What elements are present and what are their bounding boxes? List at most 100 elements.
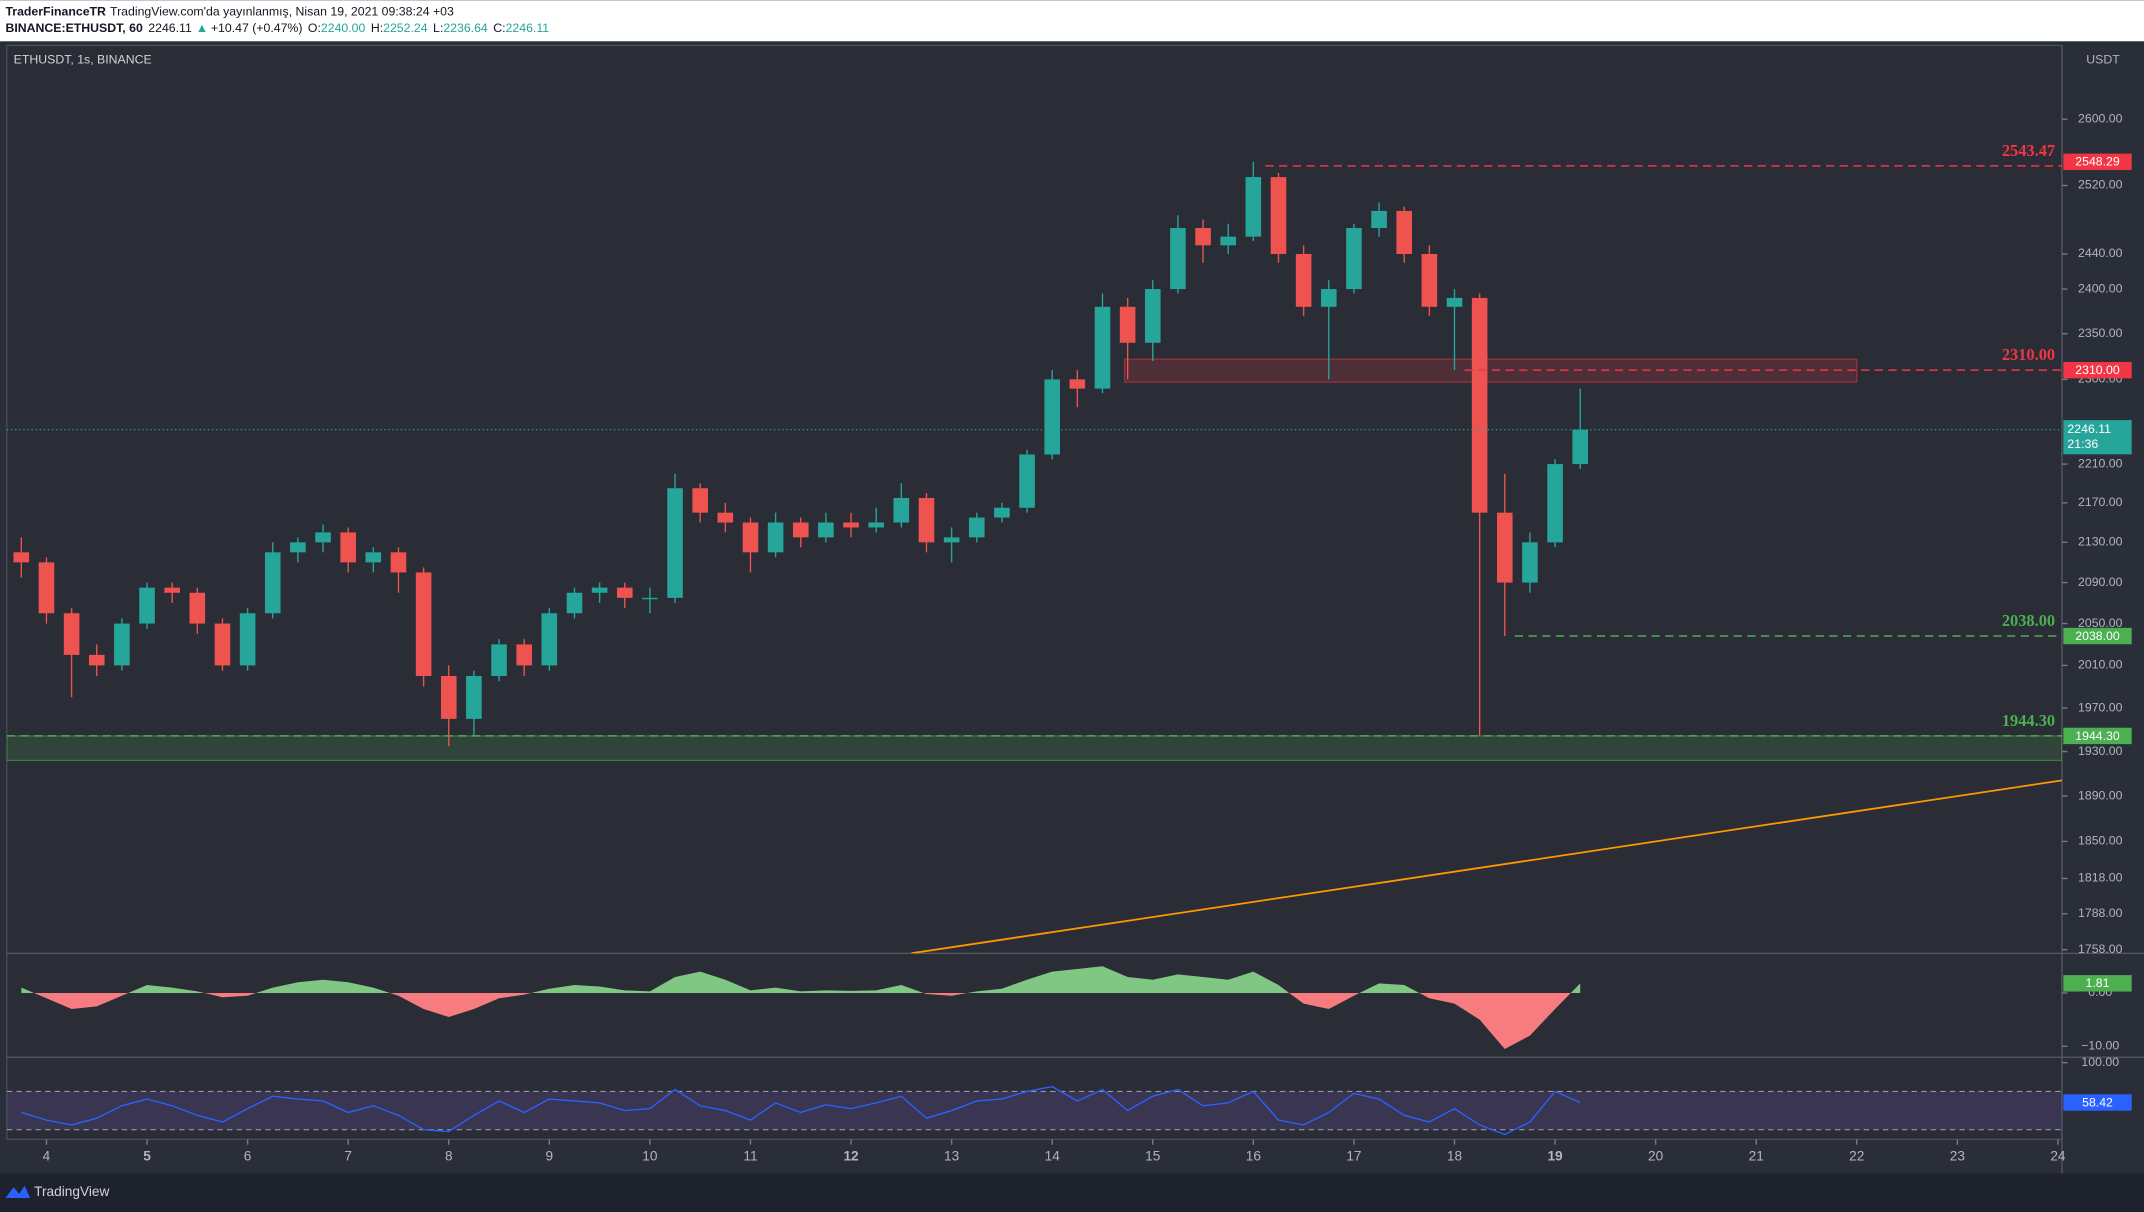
- level-tag-box: [2063, 627, 2132, 645]
- zone: [6, 735, 2062, 761]
- level-label: 2543.47: [2002, 141, 2055, 160]
- candle-body: [440, 675, 457, 719]
- price: 2246.11: [148, 21, 192, 35]
- change: +10.47 (+0.47%): [211, 21, 303, 35]
- ohlc-value: 2236.64: [443, 21, 488, 35]
- x-tick-label: 13: [944, 1149, 959, 1164]
- candle-body: [968, 517, 985, 538]
- y-tick-label: 1890.00: [2078, 788, 2123, 802]
- y-tick-label: 2010.00: [2078, 658, 2123, 672]
- zone: [1124, 358, 1858, 383]
- candle-body: [1245, 177, 1262, 237]
- candle-body: [214, 623, 231, 666]
- last-price: 2246.11: [2067, 422, 2111, 436]
- candle-body: [315, 532, 331, 543]
- candle-body: [667, 488, 683, 598]
- candle-body: [1371, 210, 1387, 229]
- candle-body: [1446, 297, 1463, 307]
- currency: USDT: [2086, 53, 2120, 67]
- y-tick-label: 2210.00: [2078, 456, 2123, 470]
- candle-body: [415, 572, 432, 676]
- y-tick-label: 2400.00: [2078, 281, 2123, 295]
- ohlc-value: 2240.00: [321, 21, 366, 35]
- level-tag: 2310.00: [2075, 363, 2120, 377]
- candle-body: [868, 522, 884, 528]
- level-tag-box: [2063, 727, 2132, 745]
- level-tag: 1944.30: [2075, 729, 2120, 743]
- candle-body: [290, 542, 306, 553]
- candle-body: [13, 552, 30, 563]
- ohlc-key: H:: [371, 21, 383, 35]
- candle-body: [239, 613, 256, 666]
- candle-body: [1044, 379, 1060, 455]
- candle-body: [616, 587, 633, 598]
- x-tick-label: 8: [445, 1149, 453, 1164]
- ohlc-key: O:: [308, 21, 321, 35]
- candle-body: [591, 587, 608, 593]
- brand: TradingView: [34, 1184, 109, 1199]
- y-tick-label: 1818.00: [2078, 871, 2123, 885]
- candle-body: [767, 522, 784, 553]
- rsi-tag-box: [2063, 1094, 2132, 1111]
- candle-body: [1144, 289, 1161, 343]
- candle-body: [1170, 228, 1186, 290]
- candle-body: [692, 488, 708, 513]
- candle-body: [264, 552, 281, 614]
- candle-body: [1270, 177, 1287, 254]
- ohlc-value: 2246.11: [506, 21, 550, 35]
- candle-body: [63, 613, 80, 655]
- y-tick-label: 100.00: [2081, 1055, 2119, 1069]
- candle-body: [1496, 512, 1513, 583]
- candle-body: [1572, 429, 1589, 465]
- rsi-tag: 58.42: [2082, 1095, 2113, 1109]
- candle-body: [1547, 464, 1563, 543]
- candle-body: [1195, 228, 1211, 246]
- symbol: BINANCE:ETHUSDT, 60: [5, 21, 142, 35]
- candle-body: [566, 592, 583, 614]
- last-price-box: [2063, 420, 2132, 455]
- x-tick-label: 4: [43, 1149, 51, 1164]
- candle-body: [893, 497, 910, 523]
- ohlc-key: C:: [493, 21, 505, 35]
- candle-body: [340, 532, 356, 563]
- trend-line: [911, 779, 2062, 954]
- y-tick-label: 2130.00: [2078, 535, 2123, 549]
- candle-body: [1471, 297, 1488, 513]
- candle-body: [717, 512, 734, 523]
- level-tag-box: [2063, 361, 2132, 379]
- header-bar: [0, 0, 2144, 42]
- x-tick-label: 7: [344, 1149, 352, 1164]
- x-tick-label: 24: [2050, 1149, 2066, 1164]
- candle-body: [1421, 253, 1438, 307]
- ohlc-key: L:: [433, 21, 443, 35]
- candle-body: [918, 497, 935, 543]
- candle-body: [1220, 236, 1236, 246]
- level-label: 2038.00: [2002, 611, 2055, 630]
- axes: 1758.00 1788.00 1818.00 1850.00 1890.00 1930.…: [43, 111, 2132, 1164]
- x-tick-label: 15: [1145, 1149, 1161, 1164]
- x-tick-label: 22: [1849, 1149, 1864, 1164]
- y-tick-label: 2520.00: [2078, 178, 2123, 192]
- published: TradingView.com'da yayınlanmış, Nisan 19…: [110, 5, 454, 19]
- chart-title: ETHUSDT, 1s, BINANCE: [14, 53, 152, 67]
- y-tick-label: 2600.00: [2078, 111, 2123, 125]
- y-tick-label: 1758.00: [2078, 942, 2123, 956]
- x-tick-label: 16: [1246, 1149, 1261, 1164]
- candle-body: [38, 562, 55, 614]
- oscillator-tag: 1.81: [2086, 976, 2110, 990]
- oscillator-tag-box: [2063, 975, 2132, 992]
- plot-area: [6, 44, 2063, 1140]
- candle-body: [114, 623, 130, 666]
- x-tick-label: 10: [642, 1149, 658, 1164]
- candle-body: [390, 552, 407, 573]
- rsi-band: [6, 1091, 2062, 1130]
- candle-body: [642, 597, 658, 600]
- candle-body: [1320, 289, 1337, 307]
- candle-body: [189, 592, 206, 624]
- x-tick-label: 5: [143, 1149, 151, 1164]
- y-tick-label: 1850.00: [2078, 834, 2123, 848]
- candle-body: [1069, 379, 1086, 389]
- candle-body: [466, 675, 482, 719]
- level-label: 1944.30: [2002, 711, 2055, 730]
